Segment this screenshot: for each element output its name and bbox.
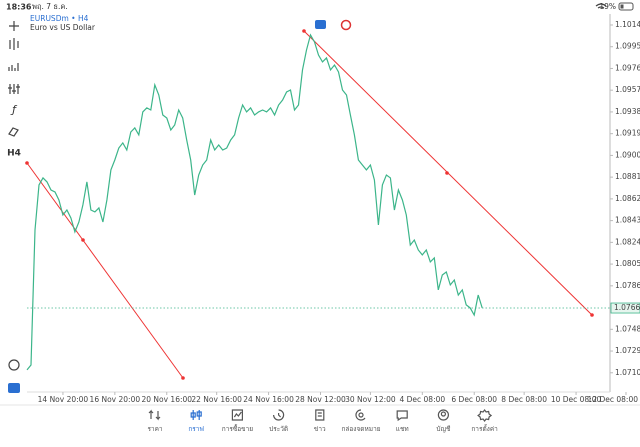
- one-click-icon[interactable]: [340, 19, 352, 31]
- current-price-box: [610, 302, 640, 314]
- trend-point[interactable]: [445, 171, 449, 175]
- x-tick-label: 10 Dec 08:00: [551, 395, 602, 404]
- nav-label[interactable]: การตั้งค่า: [471, 424, 498, 433]
- x-tick-label: 30 Nov 12:00: [345, 395, 396, 404]
- x-tick-label: 12 Dec 08:00: [588, 395, 639, 404]
- nav-label[interactable]: กราฟ: [188, 425, 204, 433]
- trend-lines[interactable]: [25, 29, 594, 380]
- nav-icon[interactable]: [437, 409, 449, 421]
- nav-label[interactable]: ราคา: [147, 425, 162, 433]
- nav-item[interactable]: การซื้อขาย: [222, 409, 253, 433]
- trade-tool[interactable]: [8, 383, 20, 393]
- nav-label[interactable]: ข่าว: [314, 425, 326, 433]
- crosshair-tool[interactable]: [9, 21, 19, 31]
- indicators-tool[interactable]: [8, 63, 19, 71]
- function-tool[interactable]: ƒ: [10, 103, 18, 116]
- nav-icon[interactable]: [477, 409, 493, 422]
- nav-label[interactable]: การซื้อขาย: [222, 424, 253, 433]
- y-tick-label: 1.07290: [615, 346, 640, 355]
- nav-icon[interactable]: [273, 409, 285, 421]
- nav-icon[interactable]: [315, 409, 325, 421]
- nav-label[interactable]: บัญชี: [436, 425, 451, 433]
- x-tick-label: 22 Nov 16:00: [191, 395, 242, 404]
- battery-level: [620, 4, 624, 9]
- nav-item[interactable]: แชท: [396, 410, 409, 433]
- candles-tool[interactable]: [9, 38, 19, 50]
- nav-label[interactable]: แชท: [396, 425, 409, 433]
- nav-icon[interactable]: [396, 410, 408, 422]
- nav-label[interactable]: ประวัติ: [269, 425, 288, 433]
- y-tick-label: 1.09000: [615, 150, 640, 159]
- chart-title: EURUSDm • H4: [30, 14, 89, 23]
- trend-point[interactable]: [25, 161, 29, 165]
- battery-icon: [618, 2, 634, 11]
- nav-item[interactable]: กล่องจดหมาย: [341, 409, 381, 433]
- y-tick-label: 1.09190: [615, 129, 640, 138]
- nav-item[interactable]: ประวัติ: [269, 409, 288, 433]
- wifi-icon: [595, 3, 607, 9]
- nav-icon[interactable]: [190, 410, 202, 420]
- y-tick-label: 1.09950: [615, 42, 640, 51]
- trend-point[interactable]: [302, 29, 306, 33]
- trend-line[interactable]: [26, 162, 184, 379]
- y-tick-label: 1.09570: [615, 85, 640, 94]
- x-tick-label: 4 Dec 08:00: [399, 395, 445, 404]
- y-tick-label: 1.10140: [615, 20, 640, 29]
- y-tick-label: 1.08620: [615, 194, 640, 203]
- y-tick-label: 1.09760: [615, 63, 640, 72]
- shapes-tool[interactable]: [8, 127, 19, 137]
- settings-tool[interactable]: [8, 359, 20, 371]
- buy-sell-icon[interactable]: [315, 20, 326, 29]
- trend-point[interactable]: [590, 313, 594, 317]
- current-price-label: 1.07666: [614, 303, 640, 312]
- nav-item[interactable]: ราคา: [147, 409, 163, 433]
- status-time: 18:36: [6, 3, 32, 12]
- x-tick-label: 20 Nov 16:00: [141, 395, 192, 404]
- price-line: [26, 33, 483, 371]
- trend-point[interactable]: [181, 376, 185, 380]
- left-toolbar[interactable]: ƒ H4: [7, 21, 21, 393]
- timeframe-button[interactable]: H4: [7, 149, 21, 159]
- x-tick-label: 24 Nov 16:00: [243, 395, 294, 404]
- x-tick-label: 6 Dec 08:00: [451, 395, 497, 404]
- x-tick-label: 8 Dec 08:00: [501, 395, 547, 404]
- status-date: พฤ. 7 ธ.ค.: [32, 2, 68, 11]
- y-tick-label: 1.09380: [615, 107, 640, 116]
- nav-item[interactable]: บัญชี: [436, 409, 451, 433]
- y-tick-label: 1.07100: [615, 368, 640, 377]
- y-tick-label: 1.08430: [615, 216, 640, 225]
- nav-icon[interactable]: [355, 409, 366, 421]
- y-tick-label: 1.07860: [615, 281, 640, 290]
- y-tick-label: 1.08240: [615, 237, 640, 246]
- x-tick-label: 14 Nov 20:00: [38, 395, 89, 404]
- trend-point[interactable]: [81, 238, 85, 242]
- nav-label[interactable]: กล่องจดหมาย: [341, 425, 380, 433]
- nav-icon[interactable]: [231, 409, 243, 421]
- y-tick-label: 1.07480: [615, 324, 640, 333]
- y-tick-label: 1.08050: [615, 259, 640, 268]
- nav-item[interactable]: การตั้งค่า: [471, 409, 498, 433]
- x-tick-label: 28 Nov 12:00: [295, 395, 346, 404]
- nav-item[interactable]: กราฟ: [188, 410, 204, 433]
- nav-icon[interactable]: [148, 409, 161, 421]
- chart-subtitle: Euro vs US Dollar: [30, 23, 96, 32]
- y-tick-label: 1.08810: [615, 172, 640, 181]
- x-tick-label: 16 Nov 20:00: [90, 395, 141, 404]
- status-battery: 19%: [599, 2, 616, 11]
- nav-item[interactable]: ข่าว: [314, 409, 326, 433]
- objects-tool[interactable]: [8, 84, 20, 94]
